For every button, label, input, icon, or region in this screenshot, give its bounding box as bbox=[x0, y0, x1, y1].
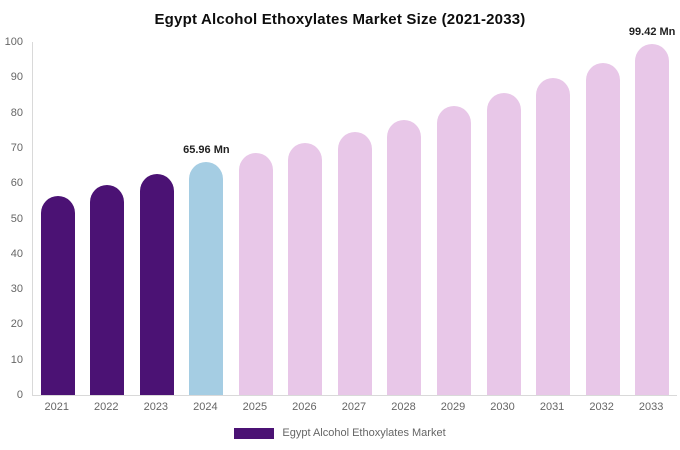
bar-slot-2027 bbox=[330, 42, 380, 395]
bar-2030 bbox=[486, 93, 521, 395]
y-axis-tick-label: 60 bbox=[10, 177, 23, 190]
bars-row: 65.96 Mn 99.42 Mn bbox=[33, 26, 677, 395]
x-axis-label-2021: 2021 bbox=[44, 401, 69, 413]
bar-2033 bbox=[635, 44, 670, 395]
bar-2029 bbox=[437, 106, 472, 395]
bar-2031 bbox=[536, 78, 571, 395]
y-axis-tick-label: 10 bbox=[10, 353, 23, 366]
bar-value-label: 65.96 Mn bbox=[183, 144, 230, 157]
x-axis-label-2024: 2024 bbox=[193, 401, 218, 413]
x-axis-label-2022: 2022 bbox=[94, 401, 119, 413]
x-axis-label-2032: 2032 bbox=[589, 401, 614, 413]
bar-slot-2028 bbox=[380, 42, 430, 395]
x-axis-label-2029: 2029 bbox=[440, 401, 466, 413]
bar-2028 bbox=[387, 119, 422, 395]
y-axis-tick-label: 40 bbox=[10, 247, 23, 260]
bar-2032 bbox=[585, 63, 620, 395]
y-axis-tick-label: 50 bbox=[10, 212, 23, 225]
x-axis: 2021 2022 2023 2024 2025 2026 2027 2028 2029 2030… bbox=[32, 401, 676, 413]
legend: Egypt Alcohol Ethoxylates Market bbox=[0, 427, 680, 439]
x-axis-label-2025: 2025 bbox=[242, 401, 268, 413]
bar-slot-2029 bbox=[429, 42, 479, 395]
bar-2026 bbox=[288, 142, 323, 395]
x-axis-label-2028: 2028 bbox=[391, 401, 416, 413]
x-axis-label-2030: 2030 bbox=[490, 401, 515, 413]
y-axis-tick-label: 30 bbox=[10, 283, 23, 296]
y-axis-tick-label: 100 bbox=[4, 36, 23, 48]
y-axis: 0 10 20 30 40 50 60 70 80 90 100 bbox=[0, 0, 26, 450]
x-axis-label-2026: 2026 bbox=[292, 401, 317, 413]
bar-slot-2024: 65.96 Mn bbox=[182, 42, 232, 395]
x-axis-label-2027: 2027 bbox=[341, 401, 367, 413]
bar-2027 bbox=[337, 132, 372, 395]
y-axis-tick-label: 70 bbox=[10, 141, 23, 154]
bar-2024 bbox=[189, 162, 224, 395]
bar-slot-2021 bbox=[33, 42, 83, 395]
y-axis-tick-label: 20 bbox=[10, 318, 23, 331]
legend-swatch bbox=[234, 427, 275, 439]
bar-chart-plot-area: 65.96 Mn 99.42 Mn bbox=[32, 26, 677, 396]
bar-slot-2023 bbox=[132, 42, 182, 395]
bar-2023 bbox=[139, 174, 174, 395]
x-axis-label-2033: 2033 bbox=[638, 401, 664, 413]
x-axis-label-2031: 2031 bbox=[539, 401, 565, 413]
y-axis-tick-label: 90 bbox=[10, 71, 23, 84]
bar-slot-2025 bbox=[231, 42, 281, 395]
legend-label: Egypt Alcohol Ethoxylates Market bbox=[282, 427, 446, 439]
x-axis-label-2023: 2023 bbox=[143, 401, 169, 413]
bar-slot-2026 bbox=[281, 42, 331, 395]
bar-slot-2032 bbox=[578, 42, 628, 395]
y-axis-tick-label: 80 bbox=[10, 106, 23, 119]
bar-2022 bbox=[90, 184, 125, 395]
bar-slot-2030 bbox=[479, 42, 529, 395]
bar-slot-2022 bbox=[83, 42, 133, 395]
bar-2025 bbox=[238, 153, 273, 395]
y-axis-tick-label: 0 bbox=[16, 389, 23, 401]
chart-title: Egypt Alcohol Ethoxylates Market Size (2… bbox=[154, 11, 526, 28]
bar-2021 bbox=[40, 195, 75, 395]
bar-value-label: 99.42 Mn bbox=[628, 26, 676, 39]
bar-slot-2031 bbox=[528, 42, 578, 395]
bar-slot-2033: 99.42 Mn bbox=[627, 26, 677, 395]
